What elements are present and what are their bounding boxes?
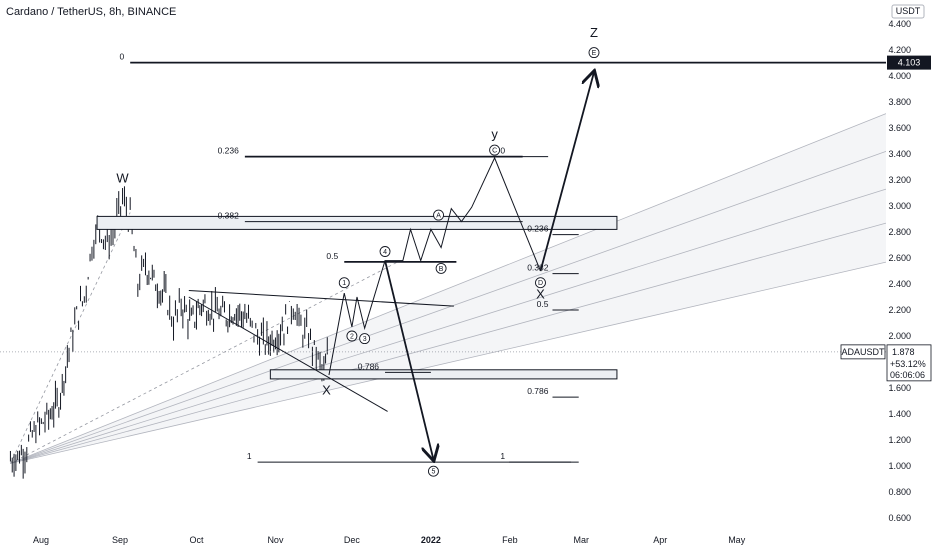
y-tick-label: 3.200	[888, 175, 911, 185]
circled-label: B	[439, 266, 444, 273]
wave-label: W	[116, 171, 129, 186]
channel-line	[10, 113, 887, 464]
currency-box	[891, 4, 925, 19]
currency-label: USDT	[896, 6, 921, 16]
y-tick-label: 2.400	[888, 279, 911, 289]
target-price-tag	[887, 55, 931, 70]
y-tick-label: 3.600	[888, 123, 911, 133]
fib-level-label-secondary: 0.382	[527, 263, 549, 273]
circled-label: 3	[363, 336, 367, 343]
y-tick-label: 1.200	[888, 435, 911, 445]
x-tick-label: Nov	[267, 535, 284, 545]
y-tick-label: 1.000	[888, 461, 911, 471]
channel-line	[10, 150, 887, 464]
circled-label: 5	[431, 469, 435, 476]
y-tick-label: 1.600	[888, 383, 911, 393]
circled-label: 4	[383, 249, 387, 256]
fib-level-label-secondary: 0.5	[537, 299, 549, 309]
channel-line	[10, 188, 887, 464]
y-tick-label: 4.400	[888, 19, 911, 29]
x-tick-label: May	[728, 535, 746, 545]
circled-label-ring	[338, 277, 350, 289]
x-tick-label: Sep	[112, 535, 128, 545]
wave-label: X	[322, 383, 331, 398]
y-tick-label: 4.200	[888, 45, 911, 55]
wave-label: y	[491, 126, 498, 141]
x-tick-label: Aug	[33, 535, 49, 545]
circled-label-ring	[535, 277, 546, 289]
y-tick-label: 0.800	[888, 487, 911, 497]
trend-line	[188, 296, 388, 412]
x-tick-label: Dec	[344, 535, 361, 545]
x-tick-label: Feb	[502, 535, 518, 545]
y-tick-label: 2.600	[888, 253, 911, 263]
target-price-value: 4.103	[898, 58, 921, 68]
circled-label-ring	[433, 209, 444, 221]
circled-label-ring	[379, 246, 391, 257]
price-change: +53.12%	[890, 359, 926, 369]
fib-level-label-secondary: 1	[500, 451, 505, 461]
y-tick-label: 2.200	[888, 305, 911, 315]
circled-label-ring	[428, 465, 439, 477]
channel-line	[10, 261, 887, 464]
circled-label: A	[436, 213, 441, 220]
y-tick-label: 4.000	[888, 71, 911, 81]
bar-countdown: 06:06:06	[890, 370, 925, 380]
y-tick-label: 3.400	[888, 149, 911, 159]
zone-box	[96, 215, 618, 230]
wave-label: X	[536, 286, 545, 301]
y-tick-label: 3.000	[888, 201, 911, 211]
circled-label: 2	[350, 334, 354, 341]
circled-label-ring	[346, 330, 358, 342]
last-price-tag	[886, 344, 932, 382]
circled-label: 1	[342, 280, 346, 287]
circled-label: C	[492, 148, 497, 155]
circled-label-ring	[588, 47, 600, 59]
dashed-projection-line	[10, 260, 401, 464]
fib-level-label-secondary: 0.786	[527, 386, 549, 396]
circled-label: E	[592, 50, 597, 57]
trend-line	[188, 290, 454, 307]
circled-label: D	[538, 280, 543, 287]
symbol-tag	[840, 344, 886, 360]
last-price-value: 1.878	[892, 347, 915, 357]
y-tick-label: 2.800	[888, 227, 911, 237]
y-tick-label: 3.800	[888, 97, 911, 107]
fib-level-label: 0.5	[326, 251, 338, 261]
y-tick-label: 1.400	[888, 409, 911, 419]
fib-level-label: 1	[247, 451, 252, 461]
fib-level-label: 0	[119, 52, 124, 62]
fib-level-label-secondary: 0.236	[527, 224, 549, 234]
circled-label-ring	[489, 144, 501, 156]
x-tick-label: Apr	[653, 535, 667, 545]
y-axis-panel	[886, 0, 932, 550]
chart-title: Cardano / TetherUS, 8h, BINANCE	[6, 6, 177, 18]
projection-path	[328, 156, 541, 376]
x-tick-label: Oct	[189, 535, 204, 545]
zone-box	[269, 369, 618, 380]
circled-label-ring	[359, 333, 371, 345]
y-tick-label: 2.000	[888, 331, 911, 341]
channel-line	[10, 222, 887, 464]
symbol-tag-label: ADAUSDT	[841, 347, 885, 357]
fib-level-label-secondary: 0	[500, 146, 505, 156]
fib-level-label: 0.382	[218, 211, 240, 221]
x-tick-label: Mar	[574, 535, 590, 545]
circled-label-ring	[435, 262, 447, 274]
dashed-projection-line	[10, 212, 131, 464]
arrow	[384, 260, 433, 460]
arrow	[539, 72, 594, 272]
fib-level-label: 0.786	[358, 361, 380, 371]
fib-level-label: 0.236	[218, 146, 240, 156]
wave-label: Z	[590, 25, 598, 40]
y-tick-label: 0.600	[888, 513, 911, 523]
x-tick-label: 2022	[421, 535, 441, 545]
